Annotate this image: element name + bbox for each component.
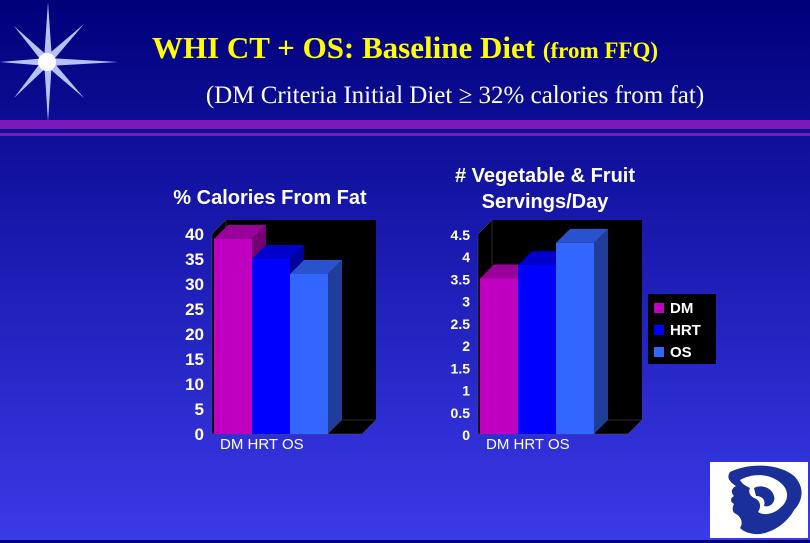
chart1-bar-hrt <box>252 259 290 434</box>
chart2-bar-hrt <box>518 265 556 434</box>
chart2-y-tick: 4 <box>462 249 470 265</box>
chart1-bar-dm <box>214 239 252 434</box>
chart1-x-category-label: DM HRT OS <box>220 436 304 453</box>
chart2-y-tick: 4.5 <box>451 227 471 243</box>
chart1-y-tick: 30 <box>185 275 204 294</box>
legend-item-hrt: HRT <box>654 319 716 341</box>
chart1-bar-os-side <box>328 260 342 434</box>
chart1-y-tick: 0 <box>195 425 204 444</box>
chart2-x-category-label: DM HRT OS <box>486 436 570 453</box>
chart2-y-tick: 1.5 <box>451 360 471 376</box>
chart2-bar-dm <box>480 278 518 434</box>
star-burst-icon <box>0 2 118 122</box>
chart2-bar-os-top <box>556 228 608 243</box>
legend-label-dm: DM <box>670 299 694 317</box>
whi-logo-icon <box>728 465 802 535</box>
chart2-title: # Vegetable & Fruit Servings/Day <box>400 163 690 215</box>
legend-item-dm: DM <box>654 297 716 319</box>
chart2-y-tick: 1 <box>462 383 470 399</box>
divider-bar <box>0 120 810 129</box>
chart1-y-tick: 35 <box>185 250 204 269</box>
chart2-y-tick: 0 <box>462 427 470 443</box>
legend-swatch-hrt <box>654 325 664 335</box>
chart2-bar-os <box>556 242 594 434</box>
chart1-y-tick: 20 <box>185 325 204 344</box>
chart2-y-tick: 2.5 <box>451 316 471 332</box>
chart2-y-tick: 0.5 <box>451 405 471 421</box>
chart1-y-tick: 15 <box>185 350 204 369</box>
legend-label-os: OS <box>670 343 692 361</box>
chart1-bar-hrt-top <box>252 245 304 259</box>
slide-title-main: WHI CT + OS: Baseline Diet <box>151 30 536 65</box>
chart1-bar-os-top <box>290 260 342 274</box>
legend-label-hrt: HRT <box>670 321 701 339</box>
legend-swatch-os <box>654 347 664 357</box>
chart2-title-line1: # Vegetable & Fruit <box>454 165 636 187</box>
chart1-title: % Calories From Fat <box>173 187 367 209</box>
whi-logo <box>710 462 808 538</box>
chart2-title-line2: Servings/Day <box>481 191 609 213</box>
chart2-y-tick: 3 <box>462 294 470 310</box>
chart1-svg: 0 5 10 15 20 25 30 35 40 DM HRT OS <box>185 219 377 453</box>
chart1-y-tick: 10 <box>185 375 204 394</box>
chart-legend: DM HRT OS <box>648 294 716 364</box>
slide-title: WHI CT + OS: Baseline Diet (from FFQ) <box>0 30 810 66</box>
chart2-svg: 0 0.5 1 1.5 2 2.5 3 3.5 4 4.5 DM HRT OS <box>451 219 643 453</box>
slide-title-small: (from FFQ) <box>542 38 658 63</box>
chart1-y-tick: 25 <box>185 300 204 319</box>
chart1-bar-dm-top <box>214 225 266 239</box>
chart1-y-tick: 40 <box>185 225 204 244</box>
slide-subtitle: (DM Criteria Initial Diet ≥ 32% calories… <box>205 82 705 109</box>
chart2-y-tick: 2 <box>462 338 470 354</box>
divider-line <box>0 133 810 136</box>
chart1-y-tick: 5 <box>195 400 204 419</box>
chart2-y-tick: 3.5 <box>451 271 471 287</box>
legend-item-os: OS <box>654 341 716 363</box>
chart1-bar-os <box>290 274 328 434</box>
chart2-bar-os-side <box>594 228 608 434</box>
legend-swatch-dm <box>654 303 664 313</box>
